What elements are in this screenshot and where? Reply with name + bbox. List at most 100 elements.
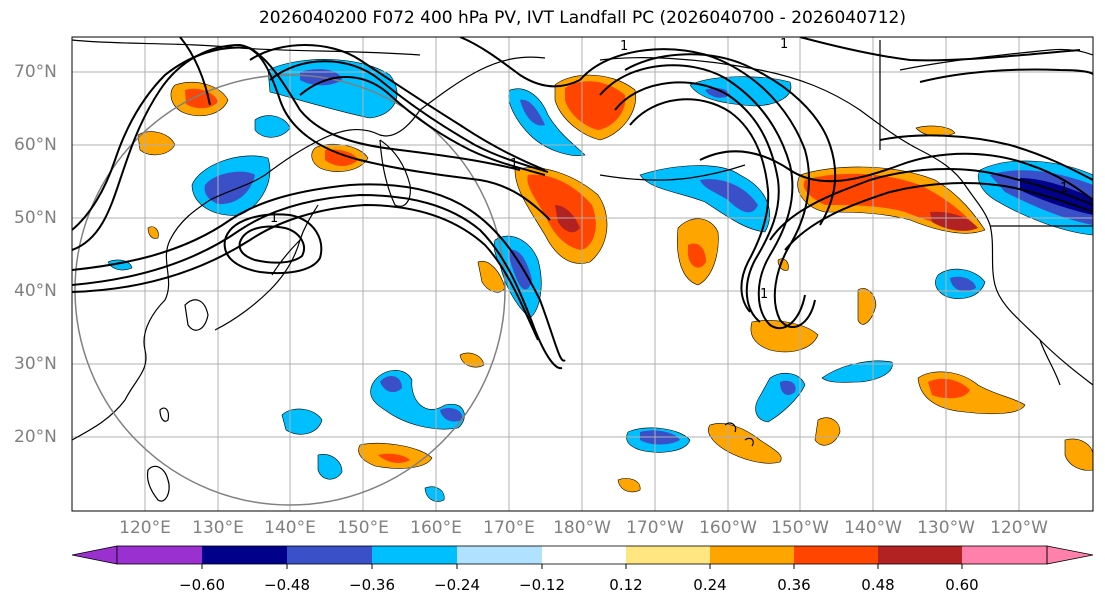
neg-anomaly-5-core — [509, 249, 532, 290]
contour-nw-2 — [72, 46, 521, 231]
contour-east-3 — [614, 81, 780, 323]
map-panel: 1 1 1 1 1 1 — [72, 37, 1093, 511]
colorbar-seg-10 — [878, 546, 962, 564]
coast-hawaii — [724, 422, 754, 447]
colorbar-tick-label: 0.12 — [609, 576, 643, 594]
contour-ne-2 — [769, 167, 1093, 241]
neg-anomaly-15 — [317, 454, 343, 480]
pos-anomaly-3-core2 — [930, 211, 978, 231]
contour-ne-1 — [699, 150, 1093, 201]
lon-label-120e: 120°E — [119, 518, 171, 538]
pv-shading — [107, 59, 1093, 502]
contour-loop-japan — [223, 213, 323, 275]
colorbar-tick-label: 0.24 — [693, 576, 727, 594]
lat-label-20: 20°N — [14, 427, 57, 447]
contour-loop-japan-2 — [238, 225, 305, 264]
neg-anomaly-10-core2 — [440, 408, 463, 422]
colorbar-tick-label: −0.48 — [264, 576, 310, 594]
colorbar-seg-9 — [794, 546, 878, 564]
lon-label-130w: 130°W — [917, 518, 975, 538]
contour-nw-4 — [269, 60, 549, 173]
lon-label-180w: 180°W — [553, 518, 611, 538]
colorbar-tick-label: 0.48 — [861, 576, 895, 594]
lat-label-70: 70°N — [14, 62, 57, 82]
neg-anomaly-10-core — [380, 376, 402, 393]
neg-anomaly-2-core — [204, 171, 255, 205]
contour-ne-3 — [784, 182, 1093, 251]
map-title: 2026040200 F072 400 hPa PV, IVT Landfall… — [258, 8, 906, 28]
colorbar-tick-label: 0.36 — [777, 576, 811, 594]
contour-label-1a: 1 — [270, 211, 278, 226]
contour-top-4 — [919, 68, 1093, 83]
lon-label-160w: 160°W — [699, 518, 757, 538]
contour-east-2 — [599, 64, 806, 330]
neg-anomaly-7-core — [705, 87, 730, 98]
colorbar — [71, 545, 1094, 569]
colorbar-seg-8 — [710, 546, 794, 564]
contour-east-1 — [579, 48, 816, 329]
pos-anomaly-8 — [750, 320, 819, 353]
pos-anomaly-14 — [814, 417, 841, 446]
pos-anomaly-5-core — [325, 149, 358, 166]
pos-anomaly-13 — [857, 288, 877, 325]
coast-asia — [72, 56, 546, 441]
lon-label-120w: 120°W — [990, 518, 1048, 538]
lat-label-50: 50°N — [14, 208, 57, 228]
contour-west-1 — [72, 183, 566, 362]
pos-anomaly-7-core — [688, 243, 706, 268]
pos-anomaly-15 — [1064, 438, 1093, 471]
contour-east-4 — [629, 98, 770, 313]
coast-aleutians — [599, 164, 746, 181]
contour-nw-5 — [299, 76, 546, 176]
colorbar-frame — [116, 545, 1048, 565]
lon-label-130e: 130°E — [192, 518, 244, 538]
lon-label-170w: 170°W — [626, 518, 684, 538]
coast-taiwan — [159, 407, 170, 422]
pos-anomaly-17 — [617, 478, 641, 493]
neg-anomaly-16 — [424, 486, 445, 502]
coast-philippines — [146, 465, 170, 502]
contour-label-1b: 1 — [620, 39, 628, 54]
contour-west-2 — [72, 193, 563, 370]
pos-anomaly-19 — [147, 226, 159, 239]
contour-label-1c: 1 — [510, 157, 518, 172]
neg-anomaly-13-core — [780, 380, 796, 395]
contour-nw-1 — [72, 43, 551, 251]
contour-top-3 — [179, 37, 211, 106]
contour-labels: 1 1 1 1 1 1 — [270, 37, 1068, 302]
lon-label-160e: 160°E — [410, 518, 462, 538]
contour-west-3 — [72, 203, 539, 341]
neg-anomaly-9-core — [950, 276, 976, 292]
pos-anomaly-16 — [915, 125, 956, 137]
coast-north-america — [989, 224, 1093, 386]
colorbar-tick-label: 0.60 — [945, 576, 979, 594]
contour-label-1f: 1 — [760, 287, 768, 302]
coast-korea — [184, 299, 209, 331]
lon-label-170e: 170°E — [483, 518, 535, 538]
map-frame — [71, 36, 1094, 512]
colorbar-seg-1 — [117, 546, 202, 564]
range-circle — [74, 74, 506, 506]
colorbar-tick-label: −0.60 — [179, 576, 225, 594]
colorbar-extend-high — [1046, 545, 1094, 565]
lat-label-40: 40°N — [14, 281, 57, 301]
coast-japan — [214, 204, 319, 331]
contour-label-1d: 1 — [780, 37, 788, 52]
colorbar-seg-5 — [457, 546, 542, 564]
neg-anomaly-6 — [639, 165, 770, 233]
lon-label-140e: 140°E — [264, 518, 316, 538]
coast-kamchatka — [379, 139, 411, 207]
colorbar-ticks — [201, 564, 963, 569]
pos-anomaly-9-core — [928, 378, 970, 399]
lon-label-150e: 150°E — [337, 518, 389, 538]
contour-nw-3 — [249, 44, 546, 171]
colorbar-seg-3 — [287, 546, 372, 564]
colorbar-seg-4 — [372, 546, 457, 564]
lat-label-30: 30°N — [14, 354, 57, 374]
lon-label-150w: 150°W — [771, 518, 829, 538]
pos-anomaly-11 — [708, 423, 782, 464]
coast-baja — [1039, 339, 1061, 386]
pos-anomaly-2-core2 — [555, 205, 580, 233]
lon-label-140w: 140°W — [844, 518, 902, 538]
